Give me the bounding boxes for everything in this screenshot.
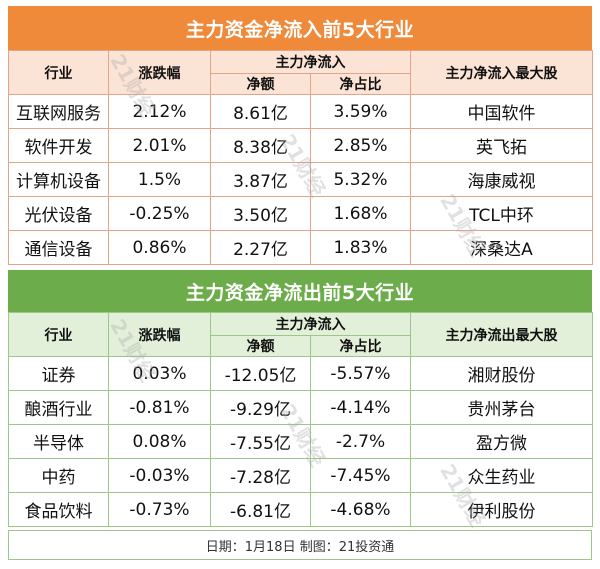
inflow-cell-change: 1.5% <box>108 162 211 197</box>
inflow-header-change: 涨跌幅 <box>108 50 211 95</box>
inflow-table-row: 光伏设备 -0.25% 3.50亿 1.68% TCL中环 <box>8 196 593 231</box>
inflow-cell-stock: TCL中环 <box>410 196 593 231</box>
inflow-table-row: 软件开发 2.01% 8.38亿 2.85% 英飞拓 <box>8 128 593 163</box>
outflow-cell-change: 0.03% <box>108 356 211 391</box>
outflow-cell-ratio: -2.7% <box>310 424 411 459</box>
outflow-header-change: 涨跌幅 <box>108 312 211 357</box>
inflow-cell-ratio: 3.59% <box>310 94 411 129</box>
inflow-cell-change: 2.12% <box>108 94 211 129</box>
inflow-cell-industry: 互联网服务 <box>8 94 109 129</box>
outflow-cell-change: -0.81% <box>108 390 211 425</box>
inflow-table-row: 互联网服务 2.12% 8.61亿 3.59% 中国软件 <box>8 94 593 129</box>
inflow-cell-ratio: 2.85% <box>310 128 411 163</box>
outflow-header-ratio: 净占比 <box>310 335 411 357</box>
inflow-cell-stock: 中国软件 <box>410 94 593 129</box>
inflow-cell-industry: 光伏设备 <box>8 196 109 231</box>
outflow-table-row: 半导体 0.08% -7.55亿 -2.7% 盈方微 <box>8 424 593 459</box>
inflow-cell-change: 0.86% <box>108 230 211 265</box>
outflow-cell-net: -12.05亿 <box>210 356 311 391</box>
inflow-cell-net: 3.87亿 <box>210 162 311 197</box>
inflow-header-main-flow: 主力净流入 <box>210 50 411 74</box>
outflow-cell-ratio: -4.68% <box>310 492 411 527</box>
inflow-table-row: 通信设备 0.86% 2.27亿 1.83% 深桑达A <box>8 230 593 265</box>
outflow-table-row: 中药 -0.03% -7.28亿 -7.45% 众生药业 <box>8 458 593 493</box>
inflow-cell-net: 2.27亿 <box>210 230 311 265</box>
inflow-cell-ratio: 5.32% <box>310 162 411 197</box>
outflow-cell-net: -6.81亿 <box>210 492 311 527</box>
inflow-cell-ratio: 1.68% <box>310 196 411 231</box>
inflow-cell-industry: 通信设备 <box>8 230 109 265</box>
inflow-cell-net: 8.38亿 <box>210 128 311 163</box>
outflow-cell-industry: 中药 <box>8 458 109 493</box>
outflow-cell-change: -0.73% <box>108 492 211 527</box>
inflow-table-row: 计算机设备 1.5% 3.87亿 5.32% 海康威视 <box>8 162 593 197</box>
inflow-cell-change: 2.01% <box>108 128 211 163</box>
outflow-header-industry: 行业 <box>8 312 109 357</box>
outflow-cell-ratio: -7.45% <box>310 458 411 493</box>
outflow-table-row: 证券 0.03% -12.05亿 -5.57% 湘财股份 <box>8 356 593 391</box>
outflow-cell-ratio: -5.57% <box>310 356 411 391</box>
outflow-cell-net: -7.28亿 <box>210 458 311 493</box>
inflow-cell-net: 8.61亿 <box>210 94 311 129</box>
outflow-cell-net: -7.55亿 <box>210 424 311 459</box>
outflow-cell-industry: 食品饮料 <box>8 492 109 527</box>
outflow-cell-stock: 盈方微 <box>410 424 593 459</box>
outflow-cell-stock: 贵州茅台 <box>410 390 593 425</box>
footer-caption: 日期：1月18日 制图：21投资通 <box>8 530 592 560</box>
inflow-cell-net: 3.50亿 <box>210 196 311 231</box>
outflow-cell-stock: 众生药业 <box>410 458 593 493</box>
inflow-cell-stock: 海康威视 <box>410 162 593 197</box>
outflow-table-row: 酿酒行业 -0.81% -9.29亿 -4.14% 贵州茅台 <box>8 390 593 425</box>
outflow-cell-net: -9.29亿 <box>210 390 311 425</box>
outflow-cell-industry: 半导体 <box>8 424 109 459</box>
outflow-cell-stock: 伊利股份 <box>410 492 593 527</box>
inflow-header-top-stock: 主力净流入最大股 <box>410 50 593 95</box>
inflow-header-industry: 行业 <box>8 50 109 95</box>
outflow-cell-industry: 证券 <box>8 356 109 391</box>
outflow-cell-ratio: -4.14% <box>310 390 411 425</box>
outflow-header-top-stock: 主力净流出最大股 <box>410 312 593 357</box>
inflow-cell-industry: 计算机设备 <box>8 162 109 197</box>
outflow-header-net: 净额 <box>210 335 311 357</box>
inflow-title: 主力资金净流入前5大行业 <box>8 6 592 50</box>
outflow-title: 主力资金净流出前5大行业 <box>8 270 592 312</box>
inflow-cell-ratio: 1.83% <box>310 230 411 265</box>
outflow-cell-change: -0.03% <box>108 458 211 493</box>
inflow-cell-stock: 深桑达A <box>410 230 593 265</box>
inflow-cell-change: -0.25% <box>108 196 211 231</box>
outflow-header-main-flow: 主力净流入 <box>210 312 411 336</box>
inflow-table: 行业 涨跌幅 主力净流入 主力净流入最大股 净额 净占比 互联网服务 2.12% 8… <box>8 50 593 265</box>
outflow-table-row: 食品饮料 -0.73% -6.81亿 -4.68% 伊利股份 <box>8 492 593 527</box>
outflow-table: 行业 涨跌幅 主力净流入 主力净流出最大股 净额 净占比 证券 0.03% -12.… <box>8 312 593 527</box>
inflow-header-ratio: 净占比 <box>310 73 411 95</box>
inflow-header-net: 净额 <box>210 73 311 95</box>
outflow-cell-industry: 酿酒行业 <box>8 390 109 425</box>
inflow-cell-stock: 英飞拓 <box>410 128 593 163</box>
outflow-cell-stock: 湘财股份 <box>410 356 593 391</box>
inflow-cell-industry: 软件开发 <box>8 128 109 163</box>
outflow-cell-change: 0.08% <box>108 424 211 459</box>
